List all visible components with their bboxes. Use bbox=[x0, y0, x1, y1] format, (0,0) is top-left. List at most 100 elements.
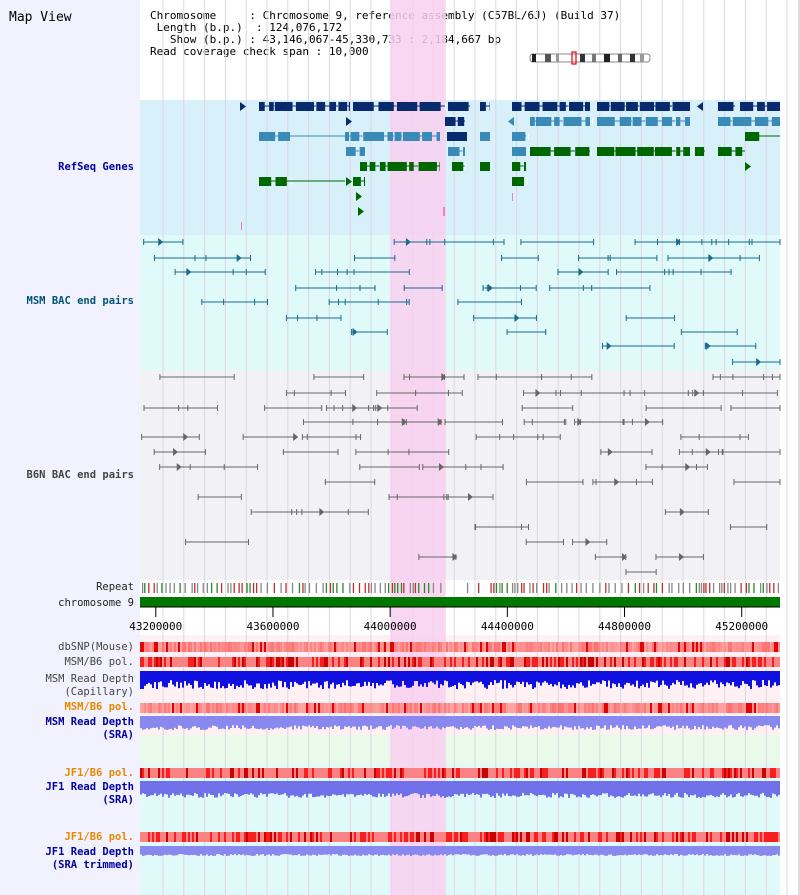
repeat-element bbox=[153, 583, 155, 593]
b6n-bac-end-pair bbox=[293, 390, 346, 396]
repeat-element bbox=[409, 583, 412, 593]
repeat-element bbox=[688, 583, 691, 593]
msm-bac-end-pair bbox=[223, 299, 268, 305]
refseq-gene bbox=[597, 147, 690, 156]
gene-direction-arrow bbox=[346, 117, 352, 126]
refseq-gene bbox=[346, 147, 365, 156]
b6n-bac-end-pair bbox=[625, 569, 657, 575]
refseq-gene bbox=[597, 117, 690, 126]
repeat-element bbox=[414, 583, 417, 593]
gene-direction-arrow bbox=[240, 102, 246, 111]
track-label-jf1-b6-pol-1: JF1/B6 pol. bbox=[64, 767, 134, 779]
b6n-bac-end-pair bbox=[242, 433, 299, 441]
repeat-element bbox=[585, 583, 587, 593]
refseq-gene bbox=[740, 102, 784, 111]
coverage-label: Read coverage check span bbox=[150, 45, 309, 58]
jf1-read-depth-sra bbox=[140, 781, 780, 798]
repeat-element bbox=[246, 583, 248, 593]
repeat-element bbox=[370, 583, 373, 593]
b6n-bac-end-pair bbox=[525, 539, 564, 545]
track-label-msm-depth-sra-sub: (SRA) bbox=[102, 729, 134, 741]
refseq-gene bbox=[530, 147, 592, 156]
repeat-element bbox=[423, 583, 426, 593]
repeat-element bbox=[220, 583, 223, 593]
track-label-b6n-bac[interactable]: B6N BAC end pairs bbox=[26, 469, 134, 481]
repeat-element bbox=[285, 583, 287, 593]
refseq-gene bbox=[259, 102, 356, 111]
b6n-bac-end-pair bbox=[600, 448, 653, 456]
repeat-element bbox=[499, 583, 501, 593]
repeat-element bbox=[605, 583, 607, 593]
track-label-refseq[interactable]: RefSeq Genes bbox=[58, 161, 134, 173]
b6n-bac-end-pair bbox=[422, 463, 482, 471]
repeat-element bbox=[173, 583, 175, 593]
repeat-element bbox=[298, 583, 301, 593]
b6n-bac-end-pair bbox=[159, 374, 235, 380]
repeat-element bbox=[514, 583, 516, 593]
b6n-bac-end-pair bbox=[446, 493, 494, 501]
repeat-element bbox=[202, 583, 204, 593]
msm-bac-end-pair bbox=[337, 299, 410, 305]
track-label-msm-bac[interactable]: MSM BAC end pairs bbox=[26, 295, 134, 307]
repeat-element bbox=[709, 583, 711, 593]
map-title: Map View bbox=[9, 10, 72, 25]
repeat-element bbox=[532, 583, 534, 593]
gene-marker bbox=[241, 222, 242, 230]
repeat-element bbox=[703, 583, 705, 593]
msm-bac-end-pair bbox=[457, 299, 522, 305]
b6n-bac-end-pair bbox=[541, 374, 593, 380]
repeat-element bbox=[440, 583, 442, 593]
ideogram-band bbox=[592, 54, 596, 62]
repeat-element bbox=[397, 583, 399, 593]
repeat-element bbox=[548, 583, 550, 593]
refseq-gene bbox=[718, 117, 780, 126]
repeat-element bbox=[368, 583, 370, 593]
refseq-gene bbox=[353, 177, 365, 186]
refseq-gene bbox=[259, 132, 290, 141]
repeat-element bbox=[721, 583, 723, 593]
repeat-element bbox=[238, 583, 240, 593]
refseq-gene bbox=[345, 132, 440, 141]
repeat-element bbox=[653, 583, 655, 593]
repeat-element bbox=[546, 583, 548, 593]
repeat-element bbox=[336, 583, 338, 593]
repeat-element bbox=[478, 583, 480, 593]
msm-b6-pol-heat-track bbox=[140, 657, 780, 667]
repeat-element bbox=[501, 583, 503, 593]
axis-tick-label: 43600000 bbox=[246, 620, 299, 633]
refseq-gene bbox=[718, 147, 745, 156]
b6n-bac-end-pair bbox=[282, 449, 339, 455]
repeat-element bbox=[260, 583, 262, 593]
gene-direction-arrow bbox=[356, 192, 362, 201]
msm-bac-end-pair bbox=[557, 268, 609, 276]
b6n-bac-end-pair bbox=[444, 419, 504, 425]
msm-bac-end-pair bbox=[353, 255, 396, 261]
b6n-bac-end-pair bbox=[306, 434, 357, 440]
repeat-element bbox=[394, 583, 396, 593]
refseq-gene bbox=[512, 177, 528, 186]
msm-b6-pol-heat-track-2 bbox=[140, 703, 780, 713]
repeat-element bbox=[698, 583, 701, 593]
track-label-jf1-b6-pol-2: JF1/B6 pol. bbox=[64, 831, 134, 843]
coverage-value: 10,000 bbox=[328, 45, 369, 58]
chromosome-label: Chromosome bbox=[150, 9, 217, 22]
ideogram-band bbox=[556, 54, 559, 62]
b6n-bac-end-pair bbox=[403, 373, 447, 381]
refseq-gene bbox=[360, 162, 440, 171]
refseq-gene bbox=[695, 147, 705, 156]
msm-read-depth-sra bbox=[140, 716, 780, 730]
repeat-element bbox=[682, 583, 684, 593]
jf1-b6-pol-heat-track-2 bbox=[140, 832, 780, 842]
refseq-gene bbox=[512, 132, 530, 141]
refseq-gene bbox=[447, 132, 467, 141]
show-label: Show (b.p.) bbox=[169, 33, 243, 46]
chromosome-ideogram bbox=[529, 51, 651, 65]
b6n-bac-end-pair bbox=[722, 449, 781, 455]
repeat-element bbox=[493, 583, 495, 593]
repeat-element bbox=[723, 583, 725, 593]
msm-bac-end-pair bbox=[153, 255, 207, 261]
repeat-element bbox=[249, 583, 251, 593]
msm-bac-end-pair bbox=[285, 315, 318, 321]
gene-marker bbox=[512, 193, 513, 201]
